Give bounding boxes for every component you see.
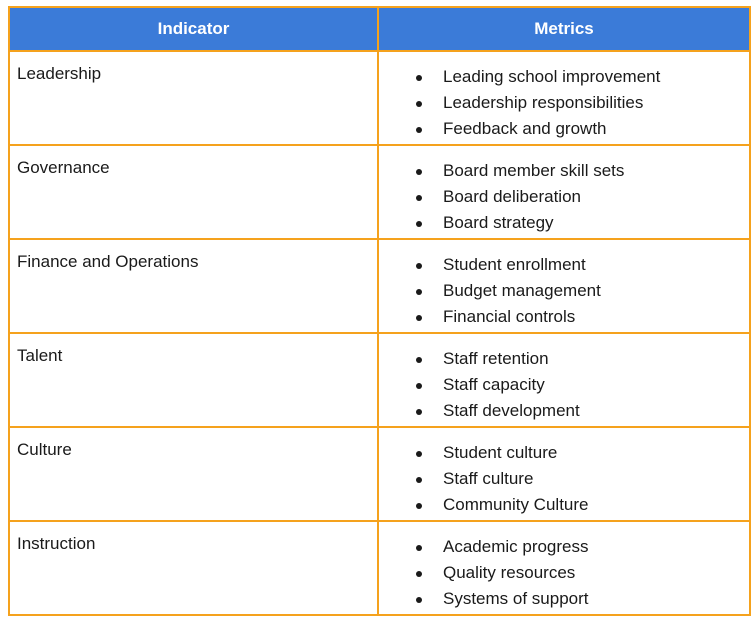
table-row: Governance Board member skill sets Board… xyxy=(8,144,751,240)
metric-item: Academic progress xyxy=(379,534,749,560)
metric-item: Community Culture xyxy=(379,492,749,518)
metric-item: Leadership responsibilities xyxy=(379,90,749,116)
metrics-column-header: Metrics xyxy=(377,6,751,52)
metric-item: Staff capacity xyxy=(379,372,749,398)
metrics-list: Board member skill sets Board deliberati… xyxy=(379,146,749,236)
table-row: Instruction Academic progress Quality re… xyxy=(8,520,751,616)
indicator-label: Culture xyxy=(17,440,72,459)
indicator-cell: Leadership xyxy=(8,50,379,146)
metric-item: Staff development xyxy=(379,398,749,424)
indicator-column-header: Indicator xyxy=(8,6,379,52)
metrics-cell: Leading school improvement Leadership re… xyxy=(377,50,751,146)
metrics-cell: Staff retention Staff capacity Staff dev… xyxy=(377,332,751,428)
indicator-metrics-table: Indicator Metrics Leadership Leading sch… xyxy=(8,6,751,616)
indicator-label: Finance and Operations xyxy=(17,252,199,271)
metrics-list: Student culture Staff culture Community … xyxy=(379,428,749,518)
metric-item: Budget management xyxy=(379,278,749,304)
indicator-cell: Governance xyxy=(8,144,379,240)
metrics-cell: Student culture Staff culture Community … xyxy=(377,426,751,522)
table-row: Talent Staff retention Staff capacity St… xyxy=(8,332,751,428)
table-row: Finance and Operations Student enrollmen… xyxy=(8,238,751,334)
metrics-cell: Student enrollment Budget management Fin… xyxy=(377,238,751,334)
metric-item: Board deliberation xyxy=(379,184,749,210)
metric-item: Systems of support xyxy=(379,586,749,612)
table-row: Culture Student culture Staff culture Co… xyxy=(8,426,751,522)
indicator-label: Talent xyxy=(17,346,63,365)
metrics-cell: Board member skill sets Board deliberati… xyxy=(377,144,751,240)
indicator-cell: Talent xyxy=(8,332,379,428)
table-row: Leadership Leading school improvement Le… xyxy=(8,50,751,146)
metric-item: Student culture xyxy=(379,440,749,466)
metrics-list: Leading school improvement Leadership re… xyxy=(379,52,749,142)
metric-item: Staff retention xyxy=(379,346,749,372)
table-header-row: Indicator Metrics xyxy=(8,6,751,52)
indicator-label: Instruction xyxy=(17,534,96,553)
indicator-cell: Instruction xyxy=(8,520,379,616)
metrics-list: Student enrollment Budget management Fin… xyxy=(379,240,749,330)
metrics-cell: Academic progress Quality resources Syst… xyxy=(377,520,751,616)
indicator-label: Leadership xyxy=(17,64,102,83)
metric-item: Board member skill sets xyxy=(379,158,749,184)
indicator-cell: Finance and Operations xyxy=(8,238,379,334)
metric-item: Staff culture xyxy=(379,466,749,492)
metric-item: Leading school improvement xyxy=(379,64,749,90)
metric-item: Board strategy xyxy=(379,210,749,236)
indicator-cell: Culture xyxy=(8,426,379,522)
metric-item: Financial controls xyxy=(379,304,749,330)
metric-item: Quality resources xyxy=(379,560,749,586)
metrics-list: Staff retention Staff capacity Staff dev… xyxy=(379,334,749,424)
metrics-list: Academic progress Quality resources Syst… xyxy=(379,522,749,612)
indicator-label: Governance xyxy=(17,158,110,177)
metric-item: Student enrollment xyxy=(379,252,749,278)
metric-item: Feedback and growth xyxy=(379,116,749,142)
